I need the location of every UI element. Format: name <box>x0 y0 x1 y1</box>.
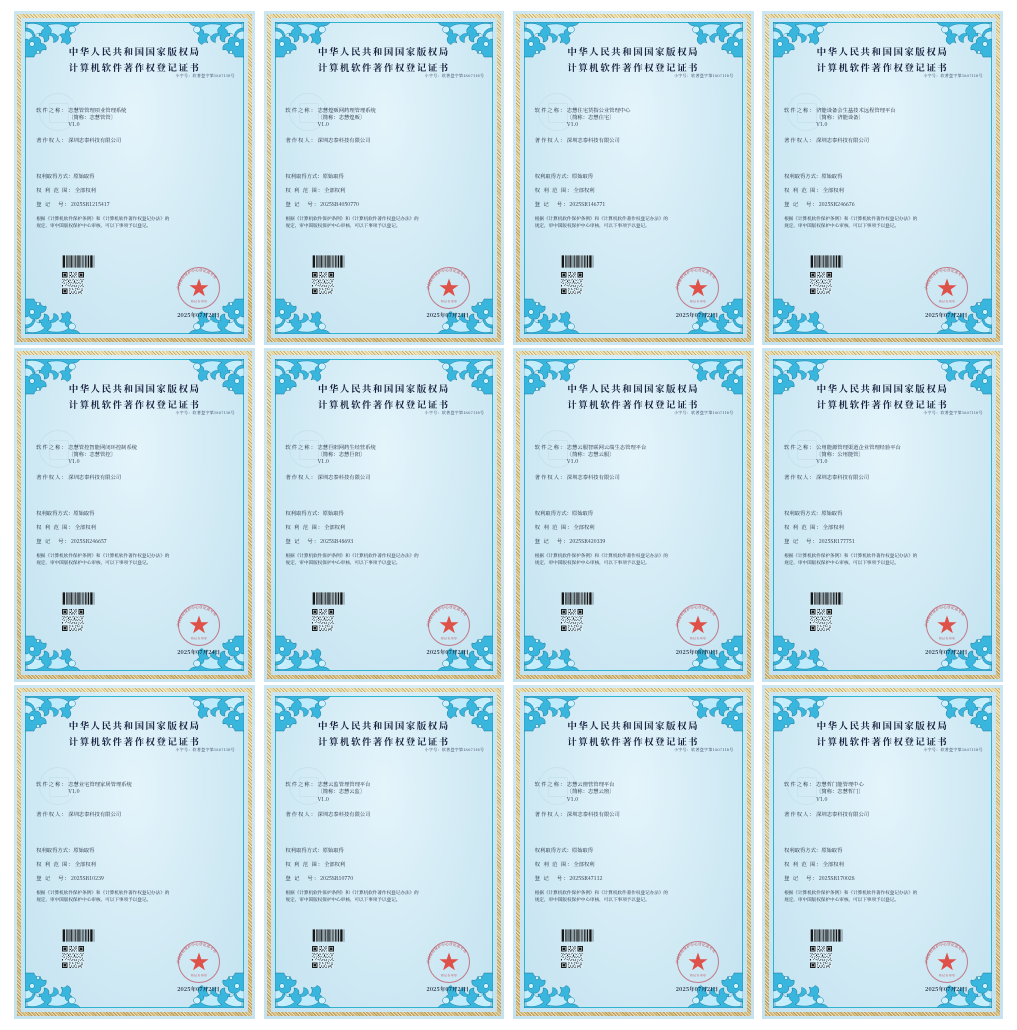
svg-text:登记专用章: 登记专用章 <box>939 636 956 640</box>
svg-text:登记专用章: 登记专用章 <box>440 636 457 640</box>
svg-text:登记专用章: 登记专用章 <box>939 299 956 303</box>
svg-text:登记专用章: 登记专用章 <box>440 974 457 978</box>
svg-text:登记专用章: 登记专用章 <box>191 974 208 978</box>
svg-text:登记专用章: 登记专用章 <box>690 299 707 303</box>
svg-text:登记专用章: 登记专用章 <box>440 299 457 303</box>
svg-text:登记专用章: 登记专用章 <box>690 974 707 978</box>
svg-text:登记专用章: 登记专用章 <box>191 636 208 640</box>
svg-text:登记专用章: 登记专用章 <box>191 299 208 303</box>
svg-text:登记专用章: 登记专用章 <box>939 974 956 978</box>
svg-text:登记专用章: 登记专用章 <box>690 636 707 640</box>
